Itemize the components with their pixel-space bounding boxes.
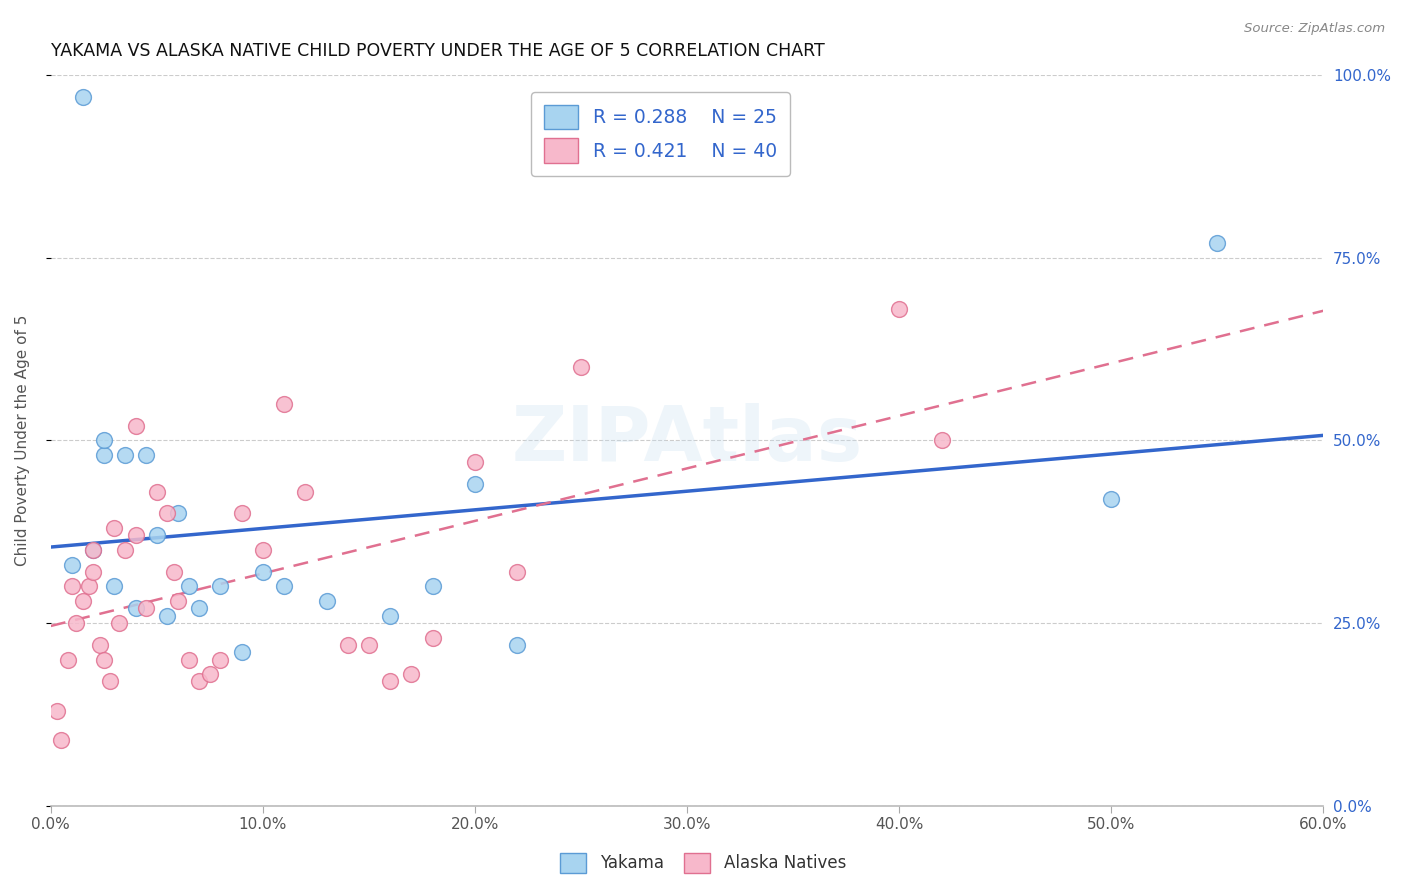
Point — [209, 579, 232, 593]
Point — [177, 579, 200, 593]
Point — [209, 652, 232, 666]
Point — [422, 579, 444, 593]
Point — [114, 543, 136, 558]
Point — [77, 579, 100, 593]
Text: ZIPAtlas: ZIPAtlas — [512, 403, 863, 477]
Point — [124, 601, 146, 615]
Point — [72, 594, 94, 608]
Point — [273, 397, 295, 411]
Legend: Yakama, Alaska Natives: Yakama, Alaska Natives — [553, 847, 853, 880]
Point — [124, 418, 146, 433]
Point — [167, 507, 190, 521]
Point — [103, 521, 125, 535]
Point — [188, 674, 211, 689]
Point — [931, 434, 953, 448]
Point — [231, 507, 253, 521]
Point — [252, 565, 274, 579]
Point — [135, 448, 157, 462]
Point — [146, 528, 169, 542]
Text: Source: ZipAtlas.com: Source: ZipAtlas.com — [1244, 22, 1385, 36]
Point — [231, 645, 253, 659]
Point — [401, 667, 423, 681]
Point — [422, 631, 444, 645]
Point — [82, 543, 104, 558]
Point — [93, 448, 115, 462]
Point — [124, 528, 146, 542]
Point — [336, 638, 359, 652]
Point — [315, 594, 337, 608]
Point — [378, 674, 401, 689]
Legend: R = 0.288    N = 25, R = 0.421    N = 40: R = 0.288 N = 25, R = 0.421 N = 40 — [531, 92, 790, 176]
Point — [378, 608, 401, 623]
Point — [156, 608, 179, 623]
Point — [135, 601, 157, 615]
Point — [887, 301, 910, 316]
Point — [569, 360, 592, 375]
Point — [51, 732, 73, 747]
Point — [294, 484, 316, 499]
Point — [82, 565, 104, 579]
Point — [82, 543, 104, 558]
Point — [252, 543, 274, 558]
Point — [506, 638, 529, 652]
Point — [114, 448, 136, 462]
Point — [273, 579, 295, 593]
Point — [177, 652, 200, 666]
Point — [98, 674, 121, 689]
Y-axis label: Child Poverty Under the Age of 5: Child Poverty Under the Age of 5 — [15, 315, 30, 566]
Point — [65, 615, 87, 630]
Point — [188, 601, 211, 615]
Point — [357, 638, 380, 652]
Point — [1099, 491, 1122, 506]
Point — [146, 484, 169, 499]
Point — [72, 90, 94, 104]
Point — [89, 638, 111, 652]
Point — [464, 477, 486, 491]
Point — [93, 434, 115, 448]
Point — [167, 594, 190, 608]
Point — [198, 667, 221, 681]
Point — [46, 704, 69, 718]
Point — [60, 579, 83, 593]
Point — [156, 507, 179, 521]
Point — [1206, 236, 1229, 251]
Point — [60, 558, 83, 572]
Point — [107, 615, 129, 630]
Point — [163, 565, 186, 579]
Point — [93, 652, 115, 666]
Point — [56, 652, 79, 666]
Text: YAKAMA VS ALASKA NATIVE CHILD POVERTY UNDER THE AGE OF 5 CORRELATION CHART: YAKAMA VS ALASKA NATIVE CHILD POVERTY UN… — [51, 42, 824, 60]
Point — [506, 565, 529, 579]
Point — [103, 579, 125, 593]
Point — [464, 455, 486, 469]
